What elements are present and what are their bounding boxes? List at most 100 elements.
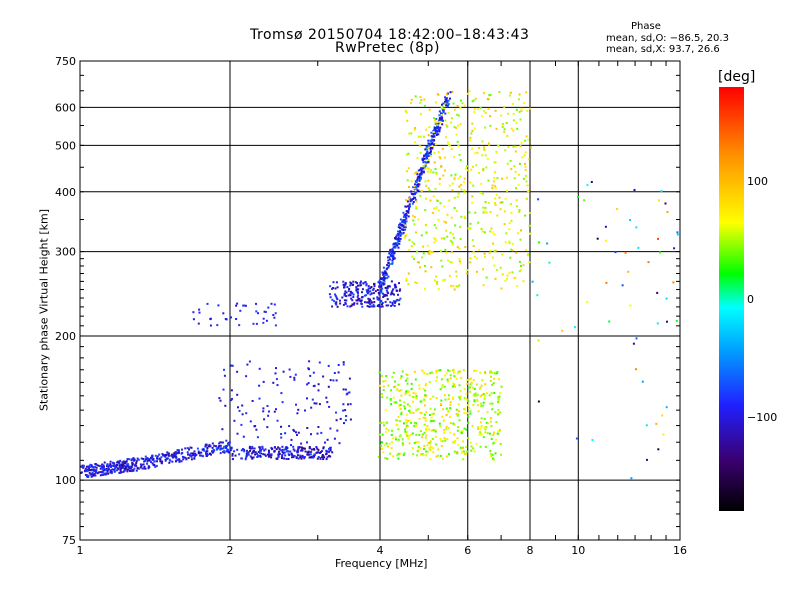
data-point (399, 222, 402, 225)
data-point (407, 391, 410, 394)
data-point (133, 459, 136, 462)
data-point (405, 277, 408, 280)
data-point (510, 203, 512, 206)
data-point (459, 446, 462, 449)
data-point (522, 264, 525, 267)
data-point (518, 173, 520, 176)
data-point (321, 456, 324, 458)
data-point (138, 467, 141, 470)
data-point (494, 411, 497, 414)
data-point (293, 430, 296, 433)
data-point (297, 431, 300, 434)
data-point (491, 402, 494, 405)
data-point (252, 451, 255, 454)
data-point (417, 189, 420, 192)
data-point (386, 298, 389, 301)
data-point (329, 427, 332, 430)
data-point (444, 398, 447, 401)
data-point (455, 133, 458, 136)
data-point (349, 305, 352, 308)
data-point (469, 377, 472, 380)
data-point (420, 167, 423, 170)
data-point (398, 289, 401, 292)
data-point (453, 375, 456, 378)
data-point (408, 132, 411, 135)
data-point (493, 372, 496, 375)
data-point (469, 181, 472, 184)
data-point (390, 447, 393, 450)
data-point (211, 442, 214, 445)
data-point (413, 421, 416, 424)
data-point (140, 465, 143, 468)
data-point (396, 454, 399, 457)
data-point (233, 450, 236, 453)
data-point (192, 454, 195, 457)
data-point (426, 166, 428, 169)
data-point (293, 449, 296, 452)
data-point (414, 95, 417, 98)
data-point (440, 113, 443, 116)
x-axis: 1 2 4 6 8 10 16 (77, 61, 687, 557)
data-point (484, 383, 487, 386)
data-point (496, 177, 499, 179)
data-point (258, 449, 261, 452)
data-point (299, 454, 302, 457)
data-point (306, 441, 308, 444)
data-point (281, 451, 284, 454)
data-point (304, 409, 306, 412)
data-point (444, 96, 446, 99)
data-point (486, 422, 489, 425)
data-point (480, 426, 483, 429)
data-point (410, 190, 413, 193)
data-point (338, 442, 341, 445)
data-point (215, 447, 218, 450)
data-point (248, 447, 251, 449)
data-point (258, 367, 261, 370)
data-point (471, 239, 474, 242)
data-point (486, 157, 489, 160)
data-point (429, 148, 432, 151)
data-point (263, 310, 266, 313)
data-point (493, 250, 496, 252)
data-point (344, 283, 347, 286)
data-point (233, 419, 236, 422)
data-point (384, 379, 387, 382)
data-point (352, 293, 355, 296)
data-point (369, 300, 372, 302)
data-point (537, 400, 540, 403)
data-point (391, 303, 394, 306)
data-point (406, 153, 408, 156)
data-point (367, 287, 370, 290)
data-point (441, 265, 444, 268)
data-point (438, 422, 441, 425)
data-point (486, 98, 489, 101)
data-point (501, 201, 504, 204)
data-point (437, 448, 440, 451)
data-point (512, 119, 515, 122)
data-point (195, 454, 198, 457)
data-point (394, 237, 397, 240)
data-point (447, 410, 450, 413)
data-point (404, 109, 407, 112)
data-point (339, 302, 342, 305)
data-point (415, 181, 418, 184)
data-point (262, 317, 265, 320)
data-point (171, 453, 173, 456)
data-point (261, 446, 264, 449)
data-point (156, 457, 158, 460)
data-point (173, 453, 176, 456)
data-point (527, 189, 529, 192)
data-point (154, 465, 157, 468)
data-point (429, 139, 432, 142)
data-point (393, 304, 396, 307)
data-point (484, 126, 487, 129)
data-point (114, 467, 117, 470)
data-point (421, 436, 424, 439)
data-point (223, 374, 226, 377)
data-point (378, 298, 381, 301)
data-point (465, 428, 468, 431)
data-point (458, 257, 461, 260)
data-point (106, 465, 108, 468)
data-point (312, 456, 315, 459)
